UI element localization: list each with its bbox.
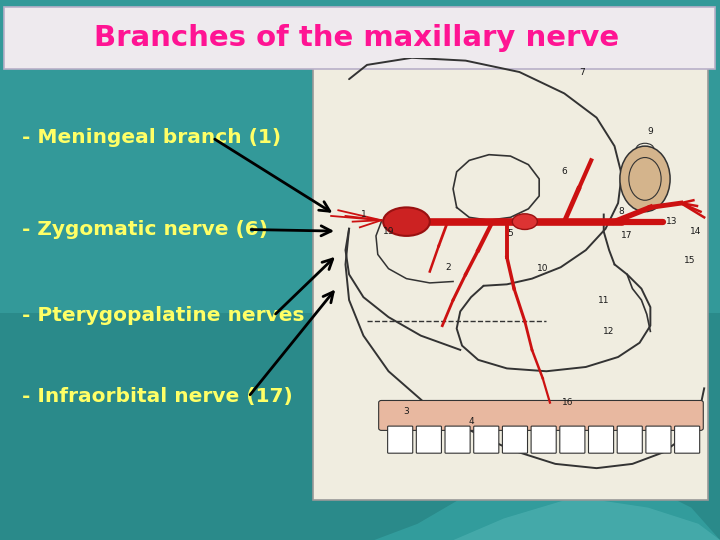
Text: 9: 9 [647,127,653,137]
Text: 15: 15 [684,255,696,265]
Text: - Pterygopalatine nerves: - Pterygopalatine nerves [22,306,304,326]
FancyBboxPatch shape [445,426,470,453]
FancyBboxPatch shape [617,426,642,453]
Ellipse shape [512,214,537,230]
Text: 16: 16 [562,398,574,407]
Polygon shape [454,497,720,540]
Text: 8: 8 [618,207,624,216]
Text: 5: 5 [508,228,513,238]
Text: 13: 13 [666,217,678,226]
FancyBboxPatch shape [4,7,715,69]
Text: 11: 11 [598,295,610,305]
FancyBboxPatch shape [588,426,613,453]
FancyBboxPatch shape [646,426,671,453]
Text: 1: 1 [361,210,366,219]
FancyBboxPatch shape [379,401,703,430]
Text: 3: 3 [404,407,410,416]
Text: Branches of the maxillary nerve: Branches of the maxillary nerve [94,24,619,52]
FancyBboxPatch shape [503,426,528,453]
Text: 7: 7 [580,68,585,77]
Text: 6: 6 [562,167,567,176]
Ellipse shape [383,207,430,236]
FancyBboxPatch shape [313,58,708,500]
Text: - Infraorbital nerve (17): - Infraorbital nerve (17) [22,387,292,407]
Text: 17: 17 [621,232,633,240]
Ellipse shape [620,146,670,212]
Text: - Meningeal branch (1): - Meningeal branch (1) [22,128,281,147]
Text: 10: 10 [537,264,549,273]
FancyBboxPatch shape [0,0,720,313]
FancyBboxPatch shape [560,426,585,453]
FancyBboxPatch shape [387,426,413,453]
FancyBboxPatch shape [675,426,700,453]
Text: 12: 12 [603,327,615,336]
Text: - Zygomatic nerve (6): - Zygomatic nerve (6) [22,220,268,239]
FancyBboxPatch shape [531,426,557,453]
Text: 19: 19 [383,227,395,236]
Text: 4: 4 [468,417,474,426]
FancyBboxPatch shape [416,426,441,453]
FancyBboxPatch shape [474,426,499,453]
Polygon shape [374,459,720,540]
Text: 14: 14 [690,227,701,236]
Text: 2: 2 [445,263,451,272]
